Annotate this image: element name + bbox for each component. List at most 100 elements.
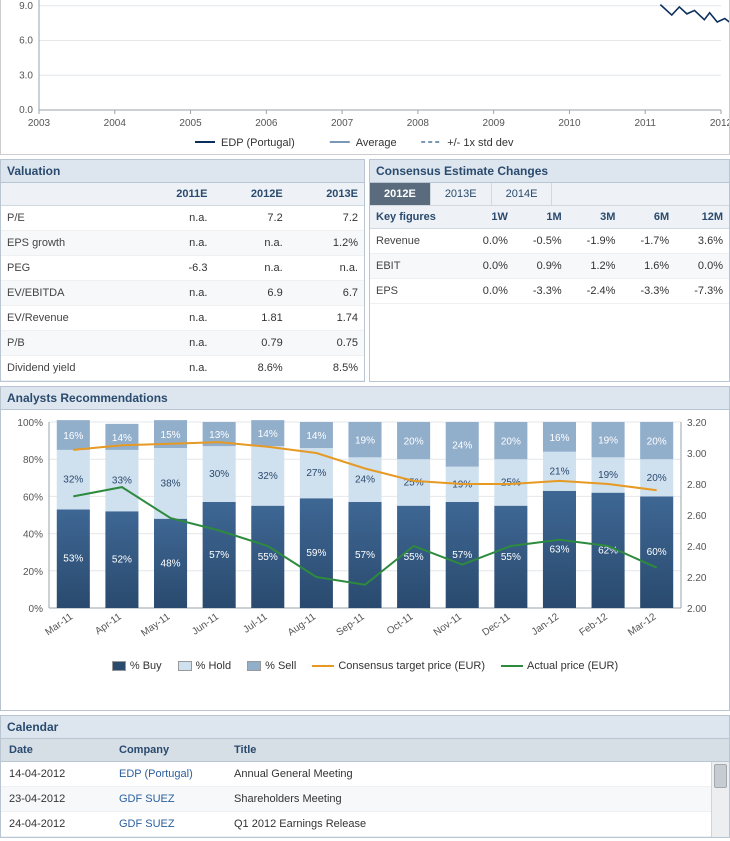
svg-text:57%: 57% [209,550,229,561]
calendar-date: 14-04-2012 [1,762,111,787]
table-row: P/Bn.a.0.790.75 [1,331,364,356]
svg-text:Jan-12: Jan-12 [530,611,562,638]
svg-text:19%: 19% [598,436,618,447]
svg-text:30%: 30% [209,469,229,480]
tab-consensus-2013E[interactable]: 2013E [431,183,492,205]
calendar-event-title: Annual General Meeting [226,762,711,787]
svg-text:20%: 20% [23,567,43,578]
svg-text:27%: 27% [306,468,326,479]
svg-text:Feb-12: Feb-12 [578,611,611,638]
svg-text:Oct-11: Oct-11 [385,611,416,637]
calendar-row: 14-04-2012 EDP (Portugal) Annual General… [1,762,711,787]
svg-text:2005: 2005 [179,118,202,129]
svg-text:3.00: 3.00 [687,449,707,460]
svg-text:21%: 21% [549,466,569,477]
svg-text:2009: 2009 [483,118,506,129]
svg-text:19%: 19% [355,436,375,447]
svg-text:14%: 14% [306,431,326,442]
legend-item: % Hold [178,660,231,672]
calendar-header-row: Date Company Title [1,739,729,762]
svg-text:2008: 2008 [407,118,430,129]
table-row: Revenue0.0%-0.5%-1.9%-1.7%3.6% [370,229,729,254]
svg-text:57%: 57% [355,550,375,561]
calendar-event-title: Shareholders Meeting [226,787,711,812]
svg-text:14%: 14% [258,429,278,440]
valuation-table: 2011E2012E2013EP/En.a.7.27.2EPS growthn.… [1,183,364,381]
scrollbar-thumb[interactable] [714,764,727,788]
svg-text:13%: 13% [209,430,229,441]
consensus-table: Key figures1W1M3M6M12MRevenue0.0%-0.5%-1… [370,206,729,304]
consensus-tabs: 2012E2013E2014E [370,183,552,206]
svg-text:May-11: May-11 [139,611,172,639]
svg-text:60%: 60% [23,492,43,503]
table-row: Dividend yieldn.a.8.6%8.5% [1,356,364,381]
svg-text:20%: 20% [647,437,667,448]
svg-text:55%: 55% [501,552,521,563]
svg-text:32%: 32% [258,471,278,482]
table-row: EBIT0.0%0.9%1.2%1.6%0.0% [370,254,729,279]
svg-text:Sep-11: Sep-11 [335,611,367,638]
svg-text:2012: 2012 [710,118,729,129]
svg-text:16%: 16% [549,433,569,444]
calendar-scrollbar[interactable] [711,762,729,837]
svg-text:2003: 2003 [28,118,51,129]
svg-text:40%: 40% [23,530,43,541]
calendar-company-link[interactable]: EDP (Portugal) [119,768,193,780]
calendar-row: 23-04-2012 GDF SUEZ Shareholders Meeting [1,787,711,812]
svg-text:EDP (Portugal): EDP (Portugal) [221,137,295,149]
calendar-col-company: Company [111,739,226,762]
svg-text:+/- 1x std dev: +/- 1x std dev [447,137,514,149]
legend-item: Consensus target price (EUR) [312,660,485,672]
legend-item: % Sell [247,660,296,672]
svg-text:Mar-12: Mar-12 [626,611,659,638]
recommendations-title: Analysts Recommendations [1,387,729,410]
svg-text:Mar-11: Mar-11 [43,611,75,638]
svg-text:2011: 2011 [634,118,656,129]
svg-text:59%: 59% [306,548,326,559]
svg-text:16%: 16% [63,431,83,442]
svg-text:20%: 20% [647,473,667,484]
svg-text:2010: 2010 [558,118,581,129]
calendar-col-date: Date [1,739,111,762]
calendar-col-title: Title [226,739,711,762]
svg-text:14%: 14% [112,433,132,444]
svg-text:55%: 55% [258,552,278,563]
svg-text:6.0: 6.0 [19,36,33,47]
svg-text:Jul-11: Jul-11 [241,611,269,635]
svg-text:60%: 60% [647,547,667,558]
calendar-company-link[interactable]: GDF SUEZ [119,793,175,805]
svg-text:0%: 0% [29,604,44,615]
svg-text:2.80: 2.80 [687,480,707,491]
calendar-company-link[interactable]: GDF SUEZ [119,818,175,830]
tab-consensus-2012E[interactable]: 2012E [370,183,431,205]
calendar-table: 14-04-2012 EDP (Portugal) Annual General… [1,762,711,837]
calendar-title: Calendar [1,716,729,739]
svg-text:32%: 32% [63,475,83,486]
svg-text:2.20: 2.20 [687,573,707,584]
calendar-row: 24-04-2012 GDF SUEZ Q1 2012 Earnings Rel… [1,812,711,837]
svg-text:2006: 2006 [255,118,278,129]
valuation-panel: Valuation 2011E2012E2013EP/En.a.7.27.2EP… [0,159,365,382]
svg-text:48%: 48% [161,558,181,569]
svg-text:20%: 20% [404,437,424,448]
svg-text:24%: 24% [452,440,472,451]
table-row: EPS growthn.a.n.a.1.2% [1,231,364,256]
svg-text:Apr-11: Apr-11 [93,611,124,637]
valuation-col: 2011E [139,183,213,206]
table-row: EV/EBITDAn.a.6.96.7 [1,281,364,306]
svg-text:38%: 38% [161,478,181,489]
svg-text:3.0: 3.0 [19,70,33,81]
valuation-col: 2012E [213,183,288,206]
svg-text:57%: 57% [452,550,472,561]
svg-text:2004: 2004 [104,118,127,129]
valuation-col [1,183,139,206]
table-row: EV/Revenuen.a.1.811.74 [1,306,364,331]
calendar-event-title: Q1 2012 Earnings Release [226,812,711,837]
svg-text:Nov-11: Nov-11 [432,611,464,638]
svg-text:24%: 24% [355,475,375,486]
calendar-date: 23-04-2012 [1,787,111,812]
svg-text:53%: 53% [63,554,83,565]
recommendations-chart: 0%20%40%60%80%100%2.002.202.402.602.803.… [1,410,729,710]
svg-text:80%: 80% [23,455,43,466]
tab-consensus-2014E[interactable]: 2014E [492,183,553,205]
